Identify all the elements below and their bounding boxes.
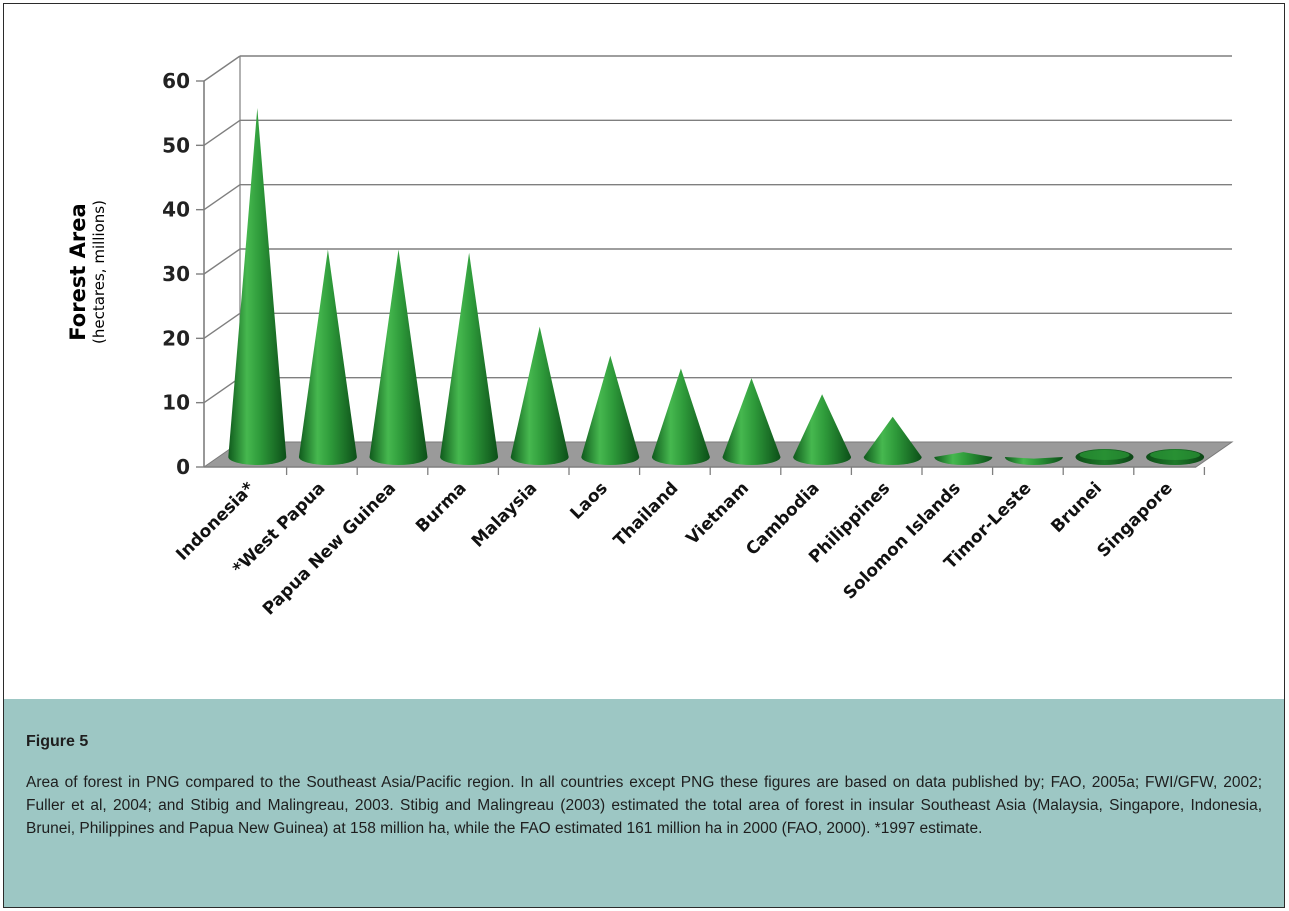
cone-bar [1004,457,1063,465]
cone-bar [793,394,852,465]
y-axis-title: Forest Area [66,203,90,341]
y-tick-label: 30 [162,262,190,286]
cone-bar [581,355,640,465]
cone-body [934,452,993,465]
y-tick-label: 20 [162,326,190,350]
cone-bar [722,378,781,465]
cone-body [228,107,287,465]
x-tick-label: Singapore [1093,478,1176,561]
caption-title: Figure 5 [26,733,89,750]
cone-highlight [1079,450,1130,460]
y-axis-subtitle: (hectares, millions) [90,200,108,344]
x-tick-label: Vietnam [683,478,753,548]
cone-body [651,368,710,465]
cone-bar [934,452,993,465]
x-tick-label: Brunei [1047,478,1106,537]
x-tick-label: Laos [567,478,612,523]
figure: 0 10 20 30 40 50 60 Indonesia* *West Papua Papua … [3,3,1285,908]
cone-body [510,326,569,465]
cone-body [298,249,357,465]
cone-bar [1075,449,1134,465]
gridline-diagonal [203,377,241,404]
x-tick-label: Papua New Guinea [259,478,400,619]
cone-body [581,355,640,465]
x-tick-label: Thailand [610,478,683,551]
x-tick-label: Burma [412,478,470,536]
x-tick-label: Malaysia [468,478,541,551]
cone-bar [651,368,710,465]
cone-bar [228,107,287,465]
x-tick-label: Solomon Islands [840,478,965,603]
y-tick-label: 40 [162,198,190,222]
cone-bar [510,326,569,465]
cone-bar [298,249,357,465]
cone-body [440,252,499,465]
y-axis-label: Forest Area (hectares, millions) [66,167,266,377]
cone-body [369,249,428,465]
y-tick-label: 50 [162,133,190,157]
y-tick-label: 10 [162,391,190,415]
cone-highlight [1150,450,1201,460]
gridline-diagonal [203,184,241,211]
cone-body [1004,457,1063,465]
cone-bar [440,252,499,465]
cone-body [863,416,922,465]
gridline-diagonal [203,312,241,339]
y-tick-label: 60 [162,69,190,93]
cone-body [722,378,781,465]
cone-bar [1146,449,1205,465]
gridline-diagonal [203,55,241,82]
caption-text: Area of forest in PNG compared to the So… [26,774,1262,837]
gridline-diagonal [203,119,241,146]
cone-body [793,394,852,465]
cone-bar [863,416,922,465]
figure-caption: Figure 5 Area of forest in PNG compared … [4,699,1284,907]
chart-area: 0 10 20 30 40 50 60 Indonesia* *West Papua Papua … [4,4,1284,699]
gridline-diagonal [203,248,241,275]
y-tick-label: 0 [176,455,190,479]
cone-bar [369,249,428,465]
